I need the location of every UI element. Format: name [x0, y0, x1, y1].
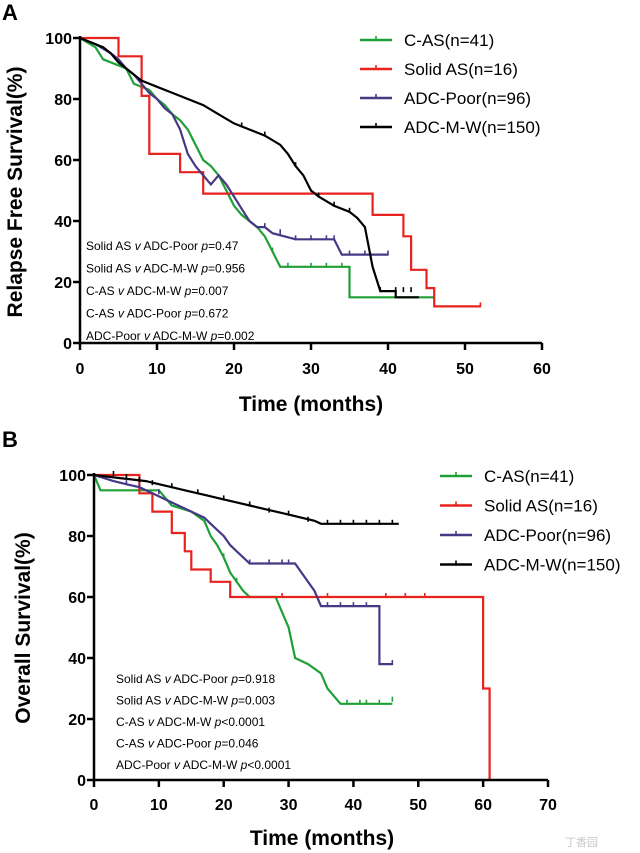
panel-a-x-tick-label-30: 30 — [302, 361, 320, 378]
panel-b-x-tick-label-50: 50 — [409, 797, 427, 814]
panel-b-p-value-5: ADC-Poor v ADC-M-W p<0.0001 — [116, 758, 291, 772]
panel-b-y-tick-label-20: 20 — [68, 712, 86, 729]
panel-a-x-tick-label-60: 60 — [533, 361, 551, 378]
panel-a-x-tick-label-0: 0 — [76, 361, 85, 378]
panel-b-legend: C-AS(n=41) Solid AS(n=16) ADC-Poor(n=96) AD… — [440, 467, 621, 575]
panel-b-legend-label-solid-as: Solid AS(n=16) — [484, 497, 598, 516]
panel-a-p-value-2: Solid AS v ADC-M-W p=0.956 — [86, 262, 245, 276]
panel-a-x-tick-label-50: 50 — [456, 361, 474, 378]
panel-b-y-tick-label-80: 80 — [68, 529, 86, 546]
panel-b-p-value-1: Solid AS v ADC-Poor p=0.918 — [116, 672, 275, 686]
panel-a-legend: C-AS(n=41) Solid AS(n=16) ADC-Poor(n=96) AD… — [360, 31, 541, 137]
panel-b-y-axis-title: Overall Survival(%) — [12, 532, 35, 723]
panel-a-p-value-1: Solid AS v ADC-Poor p=0.47 — [86, 239, 239, 253]
panel-a-x-tick-label-40: 40 — [379, 361, 397, 378]
panel-a-censor-marks — [240, 122, 482, 308]
panel-b-x-tick-label-30: 30 — [280, 797, 298, 814]
panel-b-p-values: Solid AS v ADC-Poor p=0.918 Solid AS v AD… — [116, 672, 291, 772]
panel-a-p-value-4: C-AS v ADC-Poor p=0.672 — [86, 307, 229, 321]
panel-a-y-tick-label-80: 80 — [54, 92, 72, 109]
panel-a-p-values: Solid AS v ADC-Poor p=0.47 Solid AS v ADC… — [86, 239, 255, 343]
panel-a-y-axis-title: Relapse Free Survival(%) — [4, 67, 27, 318]
panel-b-y-tick-label-0: 0 — [77, 773, 86, 790]
panel-b-y-tick-label-60: 60 — [68, 590, 86, 607]
panel-a-legend-label-solid-as: Solid AS(n=16) — [404, 60, 518, 79]
panel-a-x-tick-label-10: 10 — [148, 361, 166, 378]
panel-a-x-tick-label-20: 20 — [225, 361, 243, 378]
panel-b-y-tick-label-100: 100 — [59, 468, 86, 485]
panel-a-line-c-as — [79, 37, 435, 299]
panel-a-relapse-free-survival: A 0 10 20 30 40 50 60 0 20 40 60 80 100 Time (month… — [2, 0, 551, 416]
panel-a-p-value-3: C-AS v ADC-M-W p=0.007 — [86, 284, 229, 298]
panel-a-legend-label-adc-poor: ADC-Poor(n=96) — [404, 89, 531, 108]
panel-b-overall-survival: B 0 10 20 30 40 50 60 70 0 20 40 60 80 100 Time (mon… — [2, 427, 621, 850]
panel-b-series-lines — [92, 473, 491, 780]
panel-a-x-tick-labels: 0 10 20 30 40 50 60 — [76, 361, 551, 378]
panel-b-x-tick-label-60: 60 — [474, 797, 492, 814]
panel-a-y-tick-label-40: 40 — [54, 214, 72, 231]
panel-b-legend-label-c-as: C-AS(n=41) — [484, 467, 574, 486]
panel-a-letter: A — [2, 0, 18, 25]
panel-b-axes — [87, 473, 550, 787]
panel-b-line-adc-poor — [93, 473, 393, 666]
panel-b-x-tick-label-40: 40 — [345, 797, 363, 814]
panel-b-x-tick-label-20: 20 — [215, 797, 233, 814]
panel-b-line-solid-as — [94, 473, 491, 780]
panel-a-series-lines — [79, 36, 481, 308]
panel-b-x-tick-label-10: 10 — [150, 797, 168, 814]
panel-b-y-tick-label-40: 40 — [68, 651, 86, 668]
panel-b-p-value-3: C-AS v ADC-M-W p<0.0001 — [116, 715, 265, 729]
panel-b-letter: B — [2, 427, 18, 452]
panel-a-legend-label-adc-m-w: ADC-M-W(n=150) — [404, 118, 541, 137]
panel-a-p-value-5: ADC-Poor v ADC-M-W p=0.002 — [86, 329, 255, 343]
panel-a-y-tick-label-100: 100 — [45, 31, 72, 48]
panel-b-legend-label-adc-poor: ADC-Poor(n=96) — [484, 526, 611, 545]
panel-b-x-tick-label-70: 70 — [539, 797, 557, 814]
panel-a-y-tick-label-20: 20 — [54, 275, 72, 292]
panel-b-censor-marks — [112, 471, 426, 705]
panel-a-y-tick-labels: 0 20 40 60 80 100 — [45, 31, 72, 353]
panel-a-y-tick-label-0: 0 — [63, 336, 72, 353]
panel-b-x-tick-labels: 0 10 20 30 40 50 60 70 — [90, 797, 557, 814]
panel-a-line-solid-as — [80, 36, 481, 308]
panel-a-line-adc-m-w — [79, 36, 419, 299]
panel-a-y-tick-label-60: 60 — [54, 153, 72, 170]
panel-a-axes — [73, 36, 544, 350]
panel-b-y-tick-labels: 0 20 40 60 80 100 — [59, 468, 86, 790]
panel-a-legend-label-c-as: C-AS(n=41) — [404, 31, 494, 50]
panel-b-p-value-2: Solid AS v ADC-M-W p=0.003 — [116, 694, 275, 708]
panel-b-line-adc-m-w — [93, 473, 399, 525]
panel-b-x-tick-label-0: 0 — [90, 797, 99, 814]
panel-b-x-axis-title: Time (months) — [250, 827, 394, 850]
panel-b-legend-label-adc-m-w: ADC-M-W(n=150) — [484, 556, 621, 575]
panel-b-line-c-as — [92, 474, 393, 705]
panel-b-p-value-4: C-AS v ADC-Poor p=0.046 — [116, 737, 259, 751]
watermark: 丁香园 — [565, 836, 598, 849]
panel-a-x-axis-title: Time (months) — [239, 393, 383, 416]
